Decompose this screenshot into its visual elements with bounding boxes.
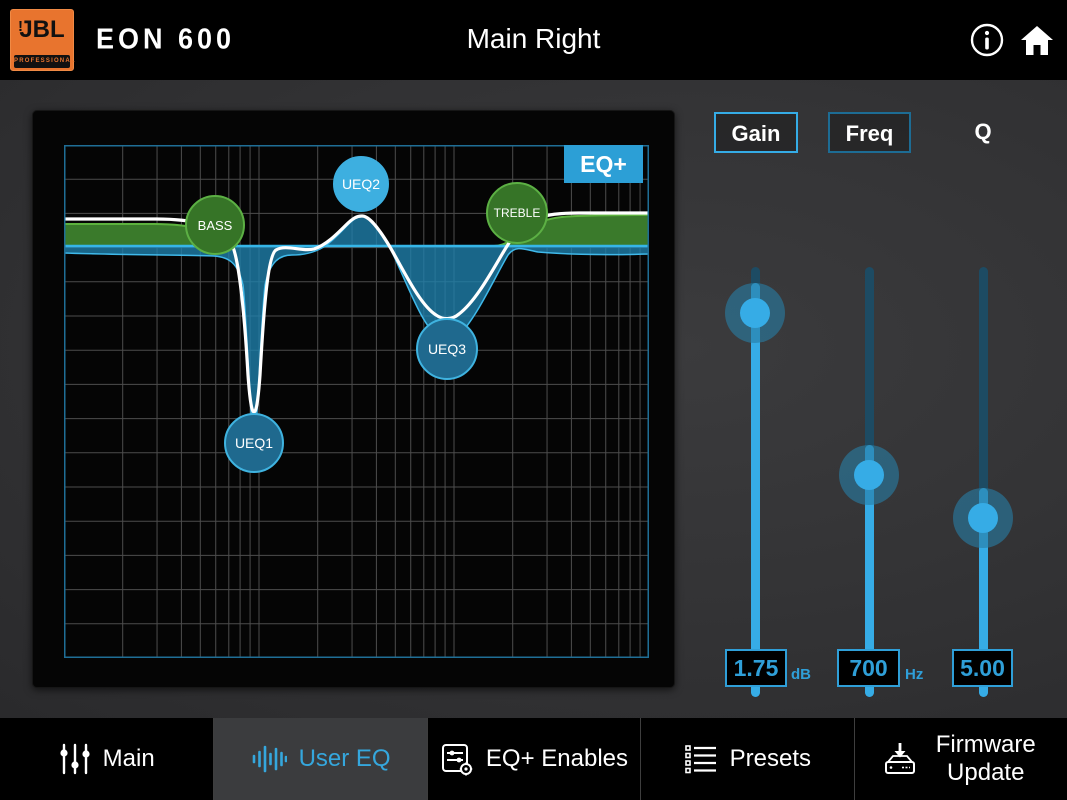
eq-node-ueq1[interactable]: UEQ1 [224,413,284,473]
eq-node-ueq3[interactable]: UEQ3 [416,318,478,380]
eq-graph-plot[interactable]: EQ+ BASS UEQ2 TREBLE UEQ3 UEQ1 [64,145,649,658]
eq-node-treble[interactable]: TREBLE [486,182,548,244]
q-value-field[interactable]: 5.00 [952,649,1013,687]
home-icon[interactable] [1019,22,1055,58]
content-area: EQ+ BASS UEQ2 TREBLE UEQ3 UEQ1 Gain [0,80,1067,718]
freq-slider-thumb[interactable] [839,445,899,505]
tab-eq-plus-enables[interactable]: EQ+ Enables [426,718,640,800]
firmware-icon [881,740,919,778]
freq-slider-fill [865,445,874,697]
model-name: EON 600 [96,23,236,55]
eq-node-ueq2-label: UEQ2 [341,176,381,192]
info-icon[interactable] [969,22,1005,58]
tab-firmware-update-label: Firmware Update [935,731,1036,786]
eq-node-bass-label: BASS [197,217,233,233]
tab-eq-plus-enables-label: EQ+ Enables [485,745,629,773]
eq-node-bass[interactable]: BASS [185,195,245,255]
eq-node-ueq3-label: UEQ3 [427,341,467,357]
jbl-logo-bang: ! [18,18,23,35]
freq-value-field[interactable]: 700 [837,649,900,687]
eq-settings-icon [440,742,474,776]
gain-param-button[interactable]: Gain [714,112,798,153]
q-slider-track[interactable] [979,267,988,697]
gain-slider-fill [751,283,760,697]
gain-slider-thumb[interactable] [725,283,785,343]
eq-node-treble-label: TREBLE [493,206,541,220]
eq-curve-svg [64,145,649,658]
jbl-logo: ! JBL PROFESSIONAL [10,9,75,71]
jbl-logo-tagline: PROFESSIONAL [14,55,75,68]
page-title: Main Right [466,23,601,54]
freq-unit-label: Hz [905,666,924,683]
q-slider-thumb[interactable] [953,488,1013,548]
gain-unit-label: dB [791,666,811,683]
bottom-tab-bar: Main User EQ [0,718,1067,800]
tab-presets[interactable]: Presets [640,718,853,800]
freq-param-button[interactable]: Freq [828,112,911,153]
tab-user-eq-label: User EQ [298,745,391,773]
tab-main-label: Main [102,745,155,773]
mixer-icon [59,742,91,776]
top-bar: ! JBL PROFESSIONAL EON 600 Main Right [0,0,1067,80]
combined-response-curve [64,211,649,414]
tab-presets-label: Presets [729,745,812,773]
tab-user-eq[interactable]: User EQ [213,718,427,800]
jbl-logo-text: JBL [19,16,65,43]
tab-firmware-update[interactable]: Firmware Update [853,718,1067,800]
gain-value-field[interactable]: 1.75 [725,649,787,687]
eq-node-ueq1-label: UEQ1 [234,435,274,451]
q-param-label[interactable]: Q [974,119,992,144]
waveform-icon [251,742,287,776]
eq-graph-panel: EQ+ BASS UEQ2 TREBLE UEQ3 UEQ1 [32,110,675,688]
q-slider-fill [979,488,988,697]
list-icon [684,742,718,776]
eq-node-ueq2[interactable]: UEQ2 [333,156,389,212]
grid-border [64,145,649,658]
gain-slider-track[interactable] [751,267,760,697]
user-eq-fill [64,215,649,441]
tab-main[interactable]: Main [0,718,213,800]
eq-plus-button[interactable]: EQ+ [564,145,643,183]
